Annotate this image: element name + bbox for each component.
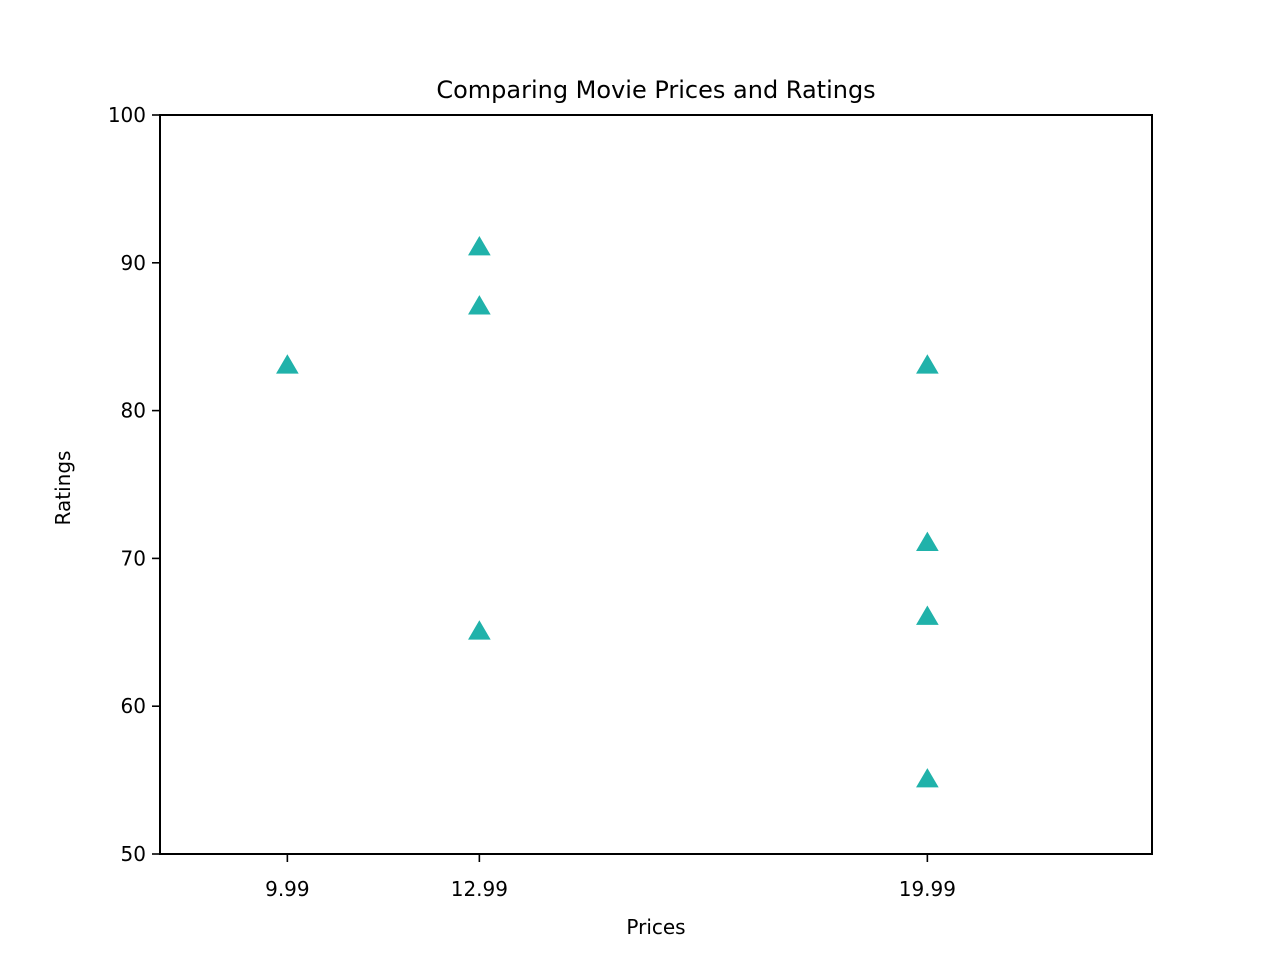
plot-area-frame <box>159 114 1153 855</box>
data-point-triangle <box>276 354 299 374</box>
data-point-triangle <box>916 605 939 625</box>
chart-title: Comparing Movie Prices and Ratings <box>436 76 875 104</box>
y-tick-label: 60 <box>121 694 146 718</box>
data-point-triangle <box>468 620 491 640</box>
data-point-triangle <box>916 354 939 374</box>
x-axis-label: Prices <box>626 915 685 939</box>
y-tick-label: 80 <box>121 399 146 423</box>
y-tick-label: 100 <box>108 103 146 127</box>
x-tick-label: 9.99 <box>265 877 310 901</box>
x-tick-label: 19.99 <box>899 877 956 901</box>
data-points-layer <box>276 236 939 788</box>
y-tick-label: 50 <box>121 842 146 866</box>
y-tick-label: 90 <box>121 251 146 275</box>
data-point-triangle <box>916 768 939 788</box>
x-axis: 9.99 12.99 19.99 <box>265 854 956 901</box>
y-axis-label: Ratings <box>51 451 75 526</box>
y-axis: 50 60 70 80 90 100 <box>108 103 160 866</box>
data-point-triangle <box>916 531 939 551</box>
data-point-triangle <box>468 295 491 315</box>
y-tick-label: 70 <box>121 546 146 570</box>
data-point-triangle <box>468 236 491 256</box>
x-tick-label: 12.99 <box>451 877 508 901</box>
